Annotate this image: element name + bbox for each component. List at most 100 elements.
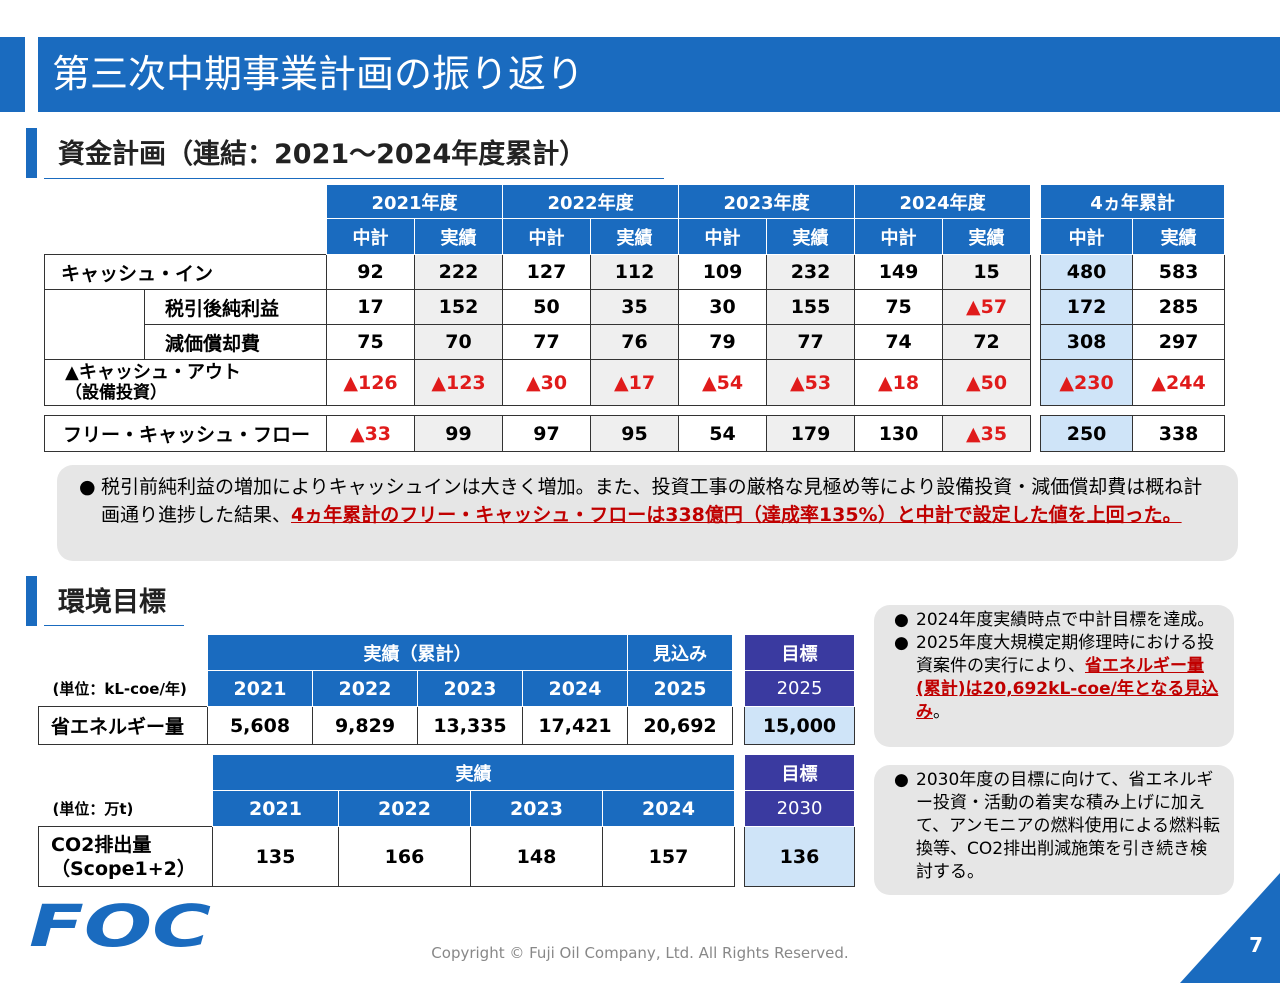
co2-table: 実績 目標 (単位：万t) 2021 2022 2023 2024 2030 C… — [38, 754, 855, 887]
cell: ▲54 — [678, 359, 768, 406]
cell: 30 — [678, 289, 768, 325]
cell: 148 — [470, 826, 603, 887]
copyright: Copyright © Fuji Oil Company, Ltd. All R… — [431, 944, 849, 962]
unit-label: (単位：kL-coe/年) — [52, 679, 187, 698]
funding-table: 2021年度 2022年度 2023年度 2024年度 4ヵ年累計 中計 実績 … — [44, 184, 1226, 452]
page-number: 7 — [1249, 933, 1263, 957]
table-row: 税引後純利益 17 152 50 35 30 155 75 ▲57 172 28… — [44, 289, 1226, 325]
note-item: 2024年度実績時点で中計目標を達成。 — [894, 609, 1220, 632]
table-row: ▲キャッシュ・アウト （設備投資） ▲126 ▲123 ▲30 ▲17 ▲54 … — [44, 359, 1226, 406]
row-label: 税引後純利益 — [144, 289, 327, 325]
cell: 155 — [766, 289, 856, 325]
target-header: 目標 — [744, 754, 855, 791]
cell: ▲18 — [854, 359, 944, 406]
year-header: 2021 — [207, 670, 313, 707]
table-row: 省エネルギー量 5,608 9,829 13,335 17,421 20,692… — [38, 706, 855, 745]
cell: ▲53 — [766, 359, 856, 406]
cell: 35 — [590, 289, 680, 325]
cell: 480 — [1040, 254, 1134, 290]
row-label: 省エネルギー量 — [38, 706, 208, 745]
actual-header: 実績 — [590, 218, 680, 255]
year-header: 2025 — [627, 670, 733, 707]
cell: 308 — [1040, 324, 1134, 360]
cell: 112 — [590, 254, 680, 290]
cell: ▲33 — [326, 415, 415, 452]
forecast-header: 見込み — [627, 634, 733, 671]
section-underline — [44, 178, 664, 179]
cell: 9,829 — [312, 706, 418, 745]
funding-note: 税引前純利益の増加によりキャッシュインは大きく増加。また、投資工事の厳格な見極め… — [57, 465, 1238, 561]
cell: 15 — [942, 254, 1032, 290]
cell: 166 — [338, 826, 471, 887]
cell: 50 — [502, 289, 592, 325]
year-header: 2021 — [212, 790, 339, 827]
page-title: 第三次中期事業計画の振り返り — [38, 37, 1280, 112]
cell: 157 — [602, 826, 735, 887]
actual-header: 実績 — [766, 218, 856, 255]
cell: 17,421 — [522, 706, 628, 745]
year-header: 2023 — [417, 670, 523, 707]
table-row: 減価償却費 75 70 77 76 79 77 74 72 308 297 — [44, 324, 1226, 360]
cell: 17 — [326, 289, 415, 325]
year-header: 2024年度 — [854, 184, 1032, 219]
cell: ▲50 — [942, 359, 1032, 406]
plan-header: 中計 — [854, 218, 944, 255]
cell: 127 — [502, 254, 592, 290]
plan-header: 中計 — [502, 218, 592, 255]
cell: ▲35 — [942, 415, 1032, 452]
year-header: 2022 — [338, 790, 471, 827]
note-item: 2025年度大規模定期修理時における投資案件の実行により、省エネルギー量(累計)… — [894, 632, 1220, 724]
cell: 130 — [854, 415, 944, 452]
year-header: 2023年度 — [678, 184, 856, 219]
cell: 172 — [1040, 289, 1134, 325]
row-label: ▲キャッシュ・アウト （設備投資） — [44, 359, 327, 406]
cell: 285 — [1132, 289, 1226, 325]
cell: 297 — [1132, 324, 1226, 360]
note-text: 税引前純利益の増加によりキャッシュインは大きく増加。また、投資工事の厳格な見極め… — [101, 476, 1203, 526]
year-header: 2023 — [470, 790, 603, 827]
title-accent-bar — [0, 37, 25, 112]
cell: 75 — [854, 289, 944, 325]
target-cell: 136 — [744, 826, 855, 887]
foc-logo: FOC — [29, 898, 211, 950]
year-header: 2024 — [522, 670, 628, 707]
energy-note: 2024年度実績時点で中計目標を達成。 2025年度大規模定期修理時における投資… — [874, 605, 1234, 747]
cell: 77 — [502, 324, 592, 360]
plan-header: 中計 — [326, 218, 415, 255]
cell: 74 — [854, 324, 944, 360]
cell: 135 — [212, 826, 339, 887]
section-accent — [26, 128, 37, 178]
row-label: CO2排出量 （Scope1+2） — [38, 826, 213, 887]
cell: ▲17 — [590, 359, 680, 406]
year-header: 2022 — [312, 670, 418, 707]
cell: ▲244 — [1132, 359, 1226, 406]
cell: ▲30 — [502, 359, 592, 406]
actual-header: 実績 — [1132, 218, 1226, 255]
cell: 76 — [590, 324, 680, 360]
plan-header: 中計 — [1040, 218, 1134, 255]
cell: 149 — [854, 254, 944, 290]
corner-triangle — [1180, 873, 1280, 983]
section-underline — [44, 625, 184, 626]
year-header: 2022年度 — [502, 184, 680, 219]
cell: 338 — [1132, 415, 1226, 452]
actual-group-header: 実績（累計） — [207, 634, 628, 671]
cell: ▲123 — [413, 359, 504, 406]
cell: ▲126 — [326, 359, 415, 406]
table-row-fcf: フリー・キャッシュ・フロー ▲33 99 97 95 54 179 130 ▲3… — [44, 415, 1226, 452]
cell: 77 — [766, 324, 856, 360]
total-header: 4ヵ年累計 — [1040, 184, 1226, 219]
year-header: 2024 — [602, 790, 735, 827]
actual-group-header: 実績 — [212, 754, 735, 791]
cell: ▲230 — [1040, 359, 1134, 406]
cell: 99 — [413, 415, 504, 452]
cell: 179 — [766, 415, 856, 452]
target-year: 2025 — [744, 670, 855, 707]
cell: ▲57 — [942, 289, 1032, 325]
note-item: 2030年度の目標に向けて、省エネルギー投資・活動の着実な積み上げに加えて、アン… — [894, 769, 1220, 884]
cell: 5,608 — [207, 706, 313, 745]
note-highlight: 4ヵ年累計のフリー・キャッシュ・フローは338億円（達成率135%）と中計で設定… — [291, 504, 1182, 526]
target-cell: 15,000 — [744, 706, 855, 745]
co2-note: 2030年度の目標に向けて、省エネルギー投資・活動の着実な積み上げに加えて、アン… — [874, 765, 1234, 895]
cell: 75 — [326, 324, 415, 360]
